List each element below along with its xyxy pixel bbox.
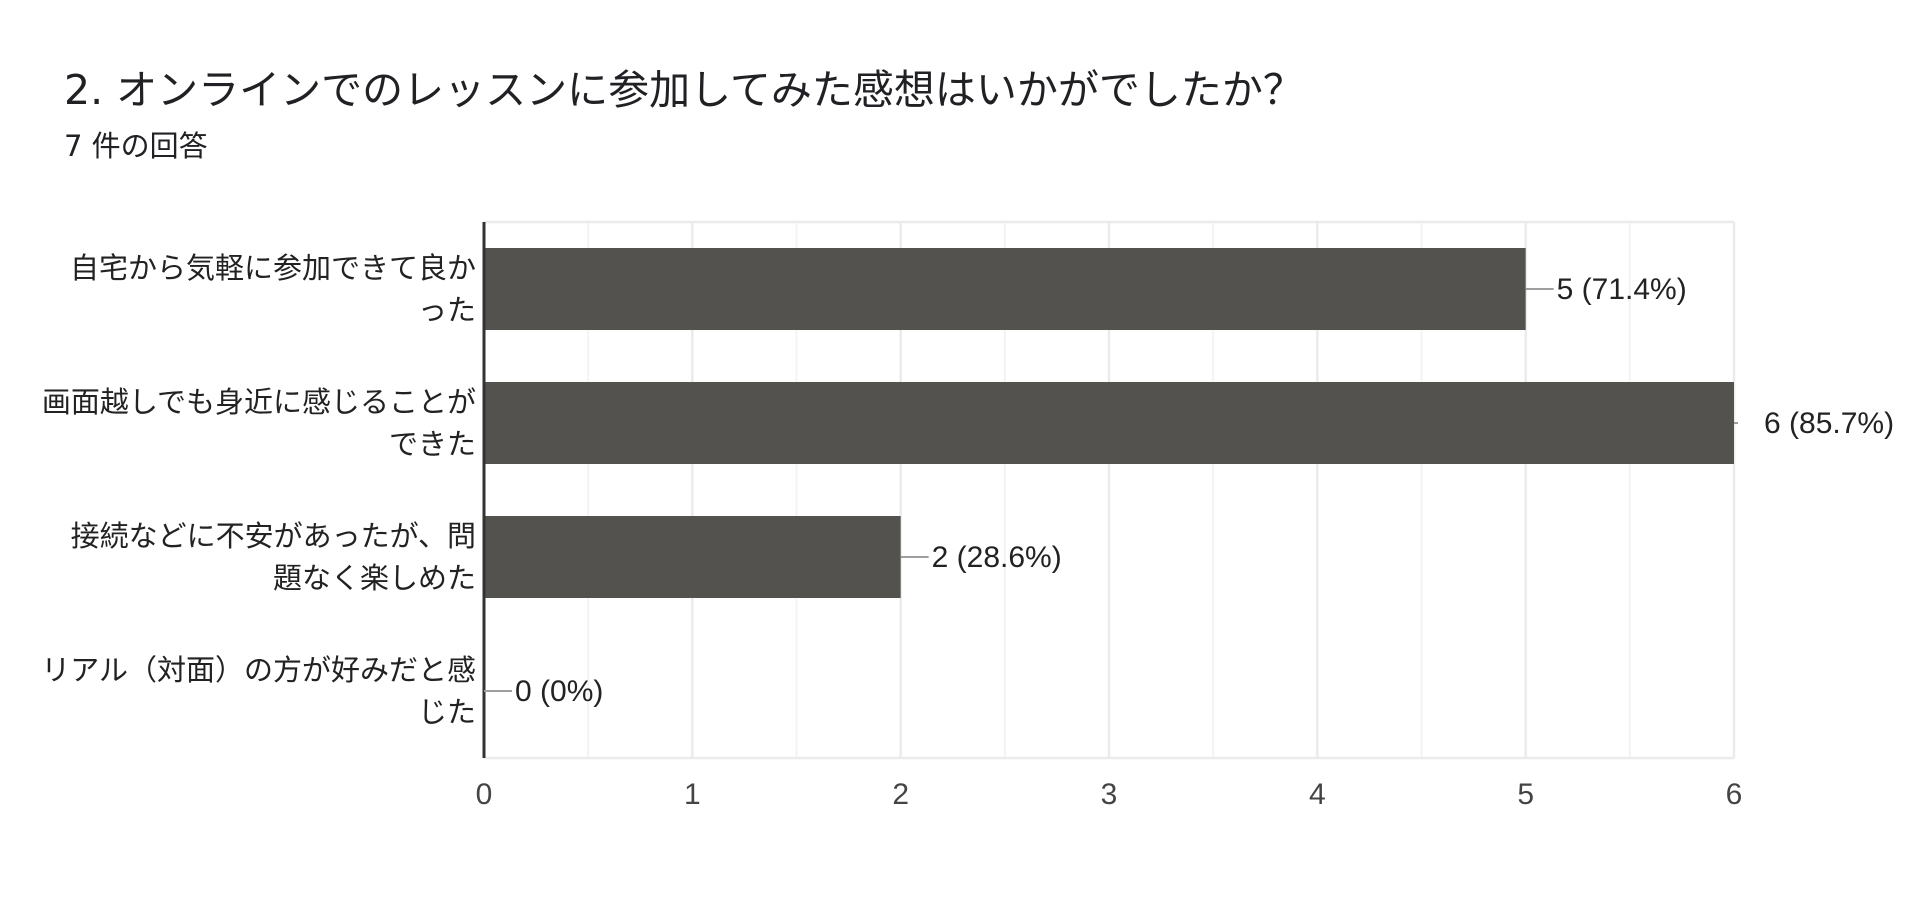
data-label: 2 (28.6%)	[932, 541, 1062, 574]
data-label: 0 (0%)	[515, 675, 603, 708]
x-tick-label: 3	[1101, 778, 1118, 811]
category-label: リアル（対面）の方が好みだと感	[41, 653, 476, 687]
category-label: 自宅から気軽に参加できて良か	[70, 251, 476, 285]
category-label: 題なく楽しめた	[273, 561, 476, 595]
category-label: った	[418, 293, 476, 327]
bar	[484, 382, 1734, 464]
bars-layer	[484, 248, 1734, 598]
x-tick-label: 6	[1726, 778, 1743, 811]
x-tick-label: 4	[1309, 778, 1326, 811]
category-label: 画面越しでも身近に感じることが	[42, 385, 476, 419]
bar	[484, 248, 1526, 330]
data-label: 5 (71.4%)	[1557, 273, 1687, 306]
x-tick-label: 1	[684, 778, 701, 811]
x-tick-label: 2	[892, 778, 909, 811]
x-tick-label: 0	[476, 778, 493, 811]
category-label: 接続などに不安があったが、問	[71, 519, 476, 553]
x-tick-label: 5	[1517, 778, 1534, 811]
axis-layer: 0 1 2 3 4 5 6	[476, 222, 1743, 811]
data-label: 6 (85.7%)	[1764, 407, 1894, 440]
response-count: 7 件の回答	[64, 129, 208, 163]
category-label: じた	[418, 695, 476, 729]
bar	[484, 516, 901, 598]
question-title: 2. オンラインでのレッスンに参加してみた感想はいかがでしたか？	[64, 66, 1304, 114]
category-label: できた	[389, 427, 476, 461]
